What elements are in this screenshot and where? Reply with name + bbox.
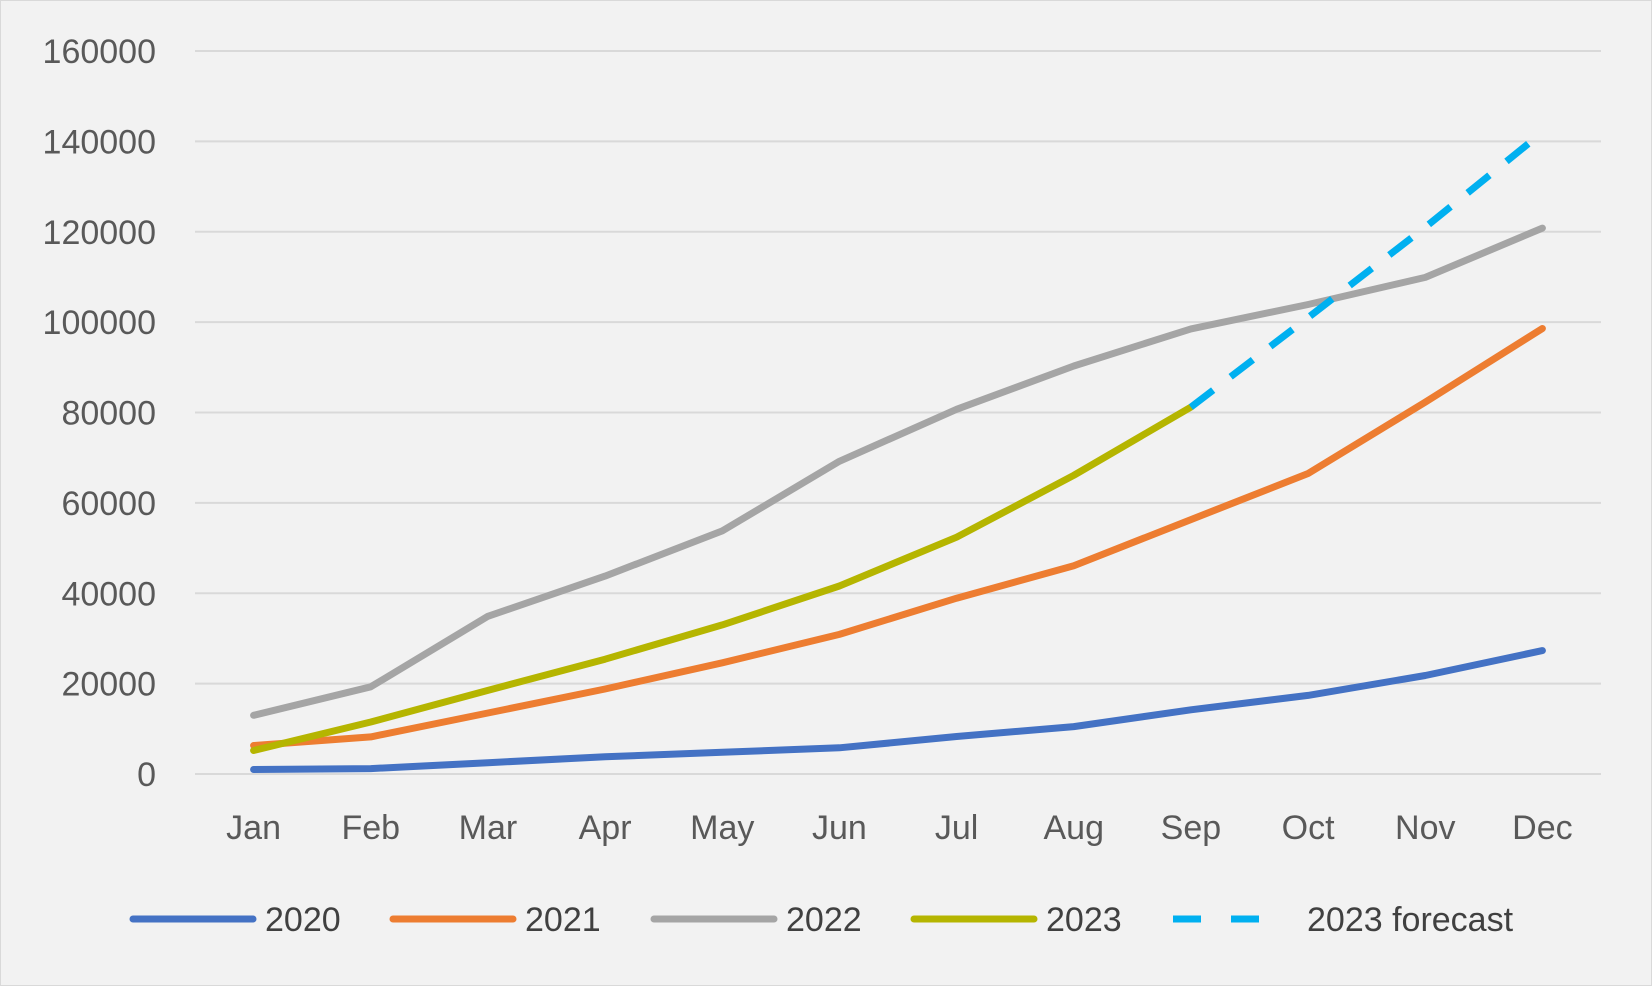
x-tick-label: Jun: [812, 809, 867, 847]
y-tick-label: 100000: [43, 304, 156, 342]
y-tick-label: 20000: [61, 666, 156, 704]
legend-label: 2023 forecast: [1307, 901, 1514, 939]
series-lines: [250, 129, 1546, 773]
y-axis-tick-labels: 0 20000 40000 60000 80000 100000 120000 140000 1…: [43, 33, 156, 794]
x-tick-label: Jan: [226, 809, 281, 847]
x-tick-label: Nov: [1395, 809, 1455, 847]
y-tick-label: 160000: [43, 33, 156, 71]
legend-label: 2023: [1046, 901, 1122, 939]
series-line-2021: [250, 325, 1546, 749]
legend-item: 2023: [910, 901, 1122, 939]
x-tick-label: Jul: [935, 809, 978, 847]
y-tick-label: 60000: [61, 485, 156, 523]
series-line-2022: [250, 224, 1546, 719]
x-tick-label: Sep: [1161, 809, 1222, 847]
y-tick-label: 80000: [61, 395, 156, 433]
x-tick-label: Feb: [341, 809, 400, 847]
y-tick-label: 40000: [61, 575, 156, 613]
x-tick-label: Mar: [459, 809, 518, 847]
legend-item: 2023 forecast: [1173, 901, 1514, 939]
y-tick-label: 0: [137, 756, 156, 794]
series-line-2023-forecast: [1188, 129, 1545, 410]
x-tick-label: May: [690, 809, 754, 847]
legend-label: 2022: [786, 901, 862, 939]
x-axis-tick-labels: Jan Feb Mar Apr May Jun Jul Aug Sep Oct Nov Dec: [226, 809, 1572, 847]
legend-label: 2020: [265, 901, 341, 939]
series-line-2023: [250, 403, 1195, 754]
x-tick-label: Oct: [1282, 809, 1335, 847]
series-line-2020: [250, 647, 1546, 773]
gridlines: [195, 50, 1601, 775]
legend-item: 2020: [129, 901, 341, 939]
y-tick-label: 120000: [43, 214, 156, 252]
legend-item: 2021: [389, 901, 601, 939]
legend-item: 2022: [650, 901, 862, 939]
x-tick-label: Aug: [1044, 809, 1105, 847]
legend-label: 2021: [525, 901, 601, 939]
legend: 2020 2021 2022 2023 2023 forecast: [129, 901, 1514, 939]
x-tick-label: Dec: [1512, 809, 1572, 847]
y-tick-label: 140000: [43, 123, 156, 161]
x-tick-label: Apr: [579, 809, 632, 847]
